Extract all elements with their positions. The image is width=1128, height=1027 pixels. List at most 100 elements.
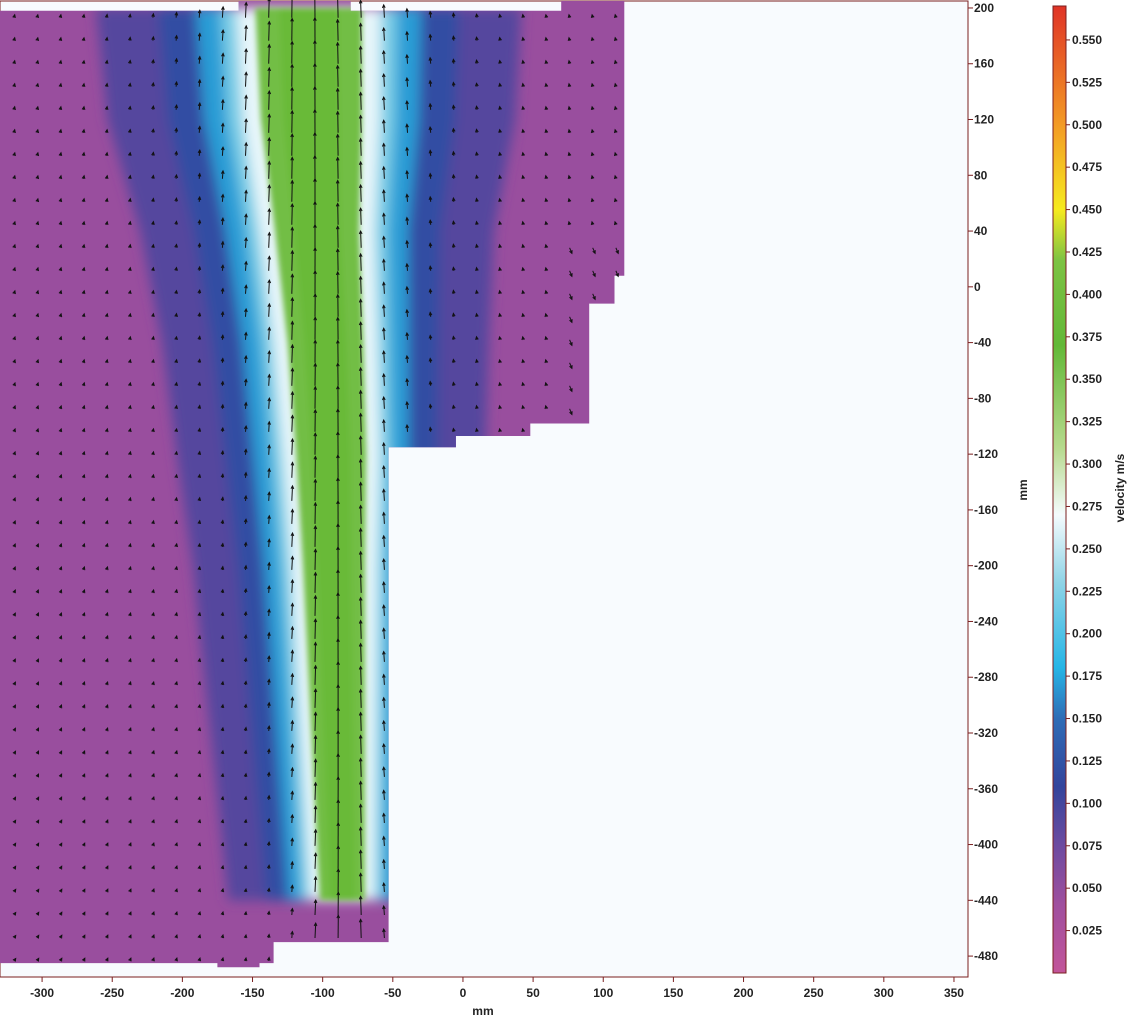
vector-853 bbox=[358, 895, 363, 916]
vector-236 bbox=[475, 197, 479, 202]
vector-63 bbox=[221, 52, 225, 64]
vector-591 bbox=[197, 565, 202, 571]
vector-403 bbox=[81, 358, 86, 364]
vector-524 bbox=[220, 473, 225, 478]
vector-252 bbox=[220, 217, 225, 225]
vector-232 bbox=[382, 189, 386, 202]
vector-502 bbox=[104, 450, 109, 456]
vector-632 bbox=[358, 596, 363, 616]
colorbar-tick-label: 0.050 bbox=[1072, 881, 1102, 895]
vector-205 bbox=[382, 165, 386, 179]
vector-715 bbox=[313, 711, 318, 731]
vector-505 bbox=[174, 450, 178, 456]
vector-249 bbox=[151, 220, 155, 225]
vector-646 bbox=[290, 625, 295, 639]
vector-877 bbox=[128, 957, 132, 962]
vector-746 bbox=[243, 772, 248, 777]
vector-525 bbox=[243, 471, 248, 478]
vector-335 bbox=[267, 278, 272, 294]
vector-195 bbox=[151, 174, 155, 179]
vector-223 bbox=[174, 197, 178, 202]
vector-266 bbox=[544, 220, 549, 226]
vector-466 bbox=[382, 395, 386, 409]
vector-540 bbox=[197, 496, 202, 502]
vector-351 bbox=[35, 312, 39, 318]
vector-529 bbox=[336, 453, 340, 478]
vector-503 bbox=[128, 450, 132, 456]
vector-194 bbox=[127, 174, 132, 179]
vector-671 bbox=[81, 681, 86, 686]
vector-508 bbox=[243, 448, 248, 455]
vector-564 bbox=[358, 504, 363, 524]
vector-544 bbox=[290, 484, 295, 501]
vector-599 bbox=[382, 557, 386, 570]
vector-174 bbox=[290, 132, 294, 156]
vector-271 bbox=[35, 243, 39, 249]
vector-198 bbox=[220, 169, 225, 179]
colorbar-tick-label: 0.450 bbox=[1072, 203, 1102, 217]
vector-808 bbox=[105, 865, 109, 870]
vector-164 bbox=[58, 151, 63, 157]
vector-68 bbox=[335, 41, 340, 64]
vector-428 bbox=[81, 381, 86, 387]
vector-146 bbox=[267, 113, 272, 133]
vector-400 bbox=[12, 358, 16, 364]
vector-352 bbox=[58, 312, 63, 318]
vector-724 bbox=[128, 749, 132, 755]
vector-845 bbox=[174, 910, 178, 916]
vector-822 bbox=[35, 888, 40, 893]
vector-473 bbox=[544, 404, 549, 410]
vector-160 bbox=[590, 128, 595, 134]
colorbar-tick-label: 0.150 bbox=[1072, 712, 1102, 726]
vector-581 bbox=[358, 527, 363, 547]
vector-519 bbox=[104, 473, 109, 479]
vector-828 bbox=[174, 887, 178, 893]
vector-697 bbox=[290, 696, 295, 708]
y-tick-label: -400 bbox=[974, 838, 998, 852]
vector-133 bbox=[590, 105, 595, 111]
vector-683 bbox=[358, 665, 363, 685]
vector-404 bbox=[104, 358, 109, 364]
vector-422 bbox=[521, 358, 525, 364]
vector-13 bbox=[314, 0, 316, 18]
vector-82 bbox=[35, 82, 40, 88]
vector-526 bbox=[267, 467, 271, 478]
vector-183 bbox=[498, 151, 502, 156]
vector-584 bbox=[35, 566, 39, 571]
vector-703 bbox=[35, 727, 39, 732]
vector-69 bbox=[358, 45, 363, 64]
vector-753 bbox=[12, 796, 17, 801]
y-tick-label: -360 bbox=[974, 782, 998, 796]
vector-879 bbox=[174, 956, 178, 962]
vector-665 bbox=[336, 637, 340, 662]
vector-616 bbox=[382, 581, 386, 593]
vector-490 bbox=[358, 412, 363, 432]
vector-585 bbox=[58, 566, 63, 571]
vector-225 bbox=[220, 193, 225, 202]
vector-427 bbox=[58, 381, 63, 387]
vector-192 bbox=[81, 174, 86, 180]
vector-430 bbox=[128, 381, 132, 387]
vector-92 bbox=[267, 66, 272, 87]
vector-486 bbox=[267, 420, 271, 432]
x-tick-label: 100 bbox=[593, 986, 613, 1000]
vector-15 bbox=[358, 0, 363, 18]
vector-759 bbox=[151, 796, 155, 801]
colorbar-tick-label: 0.550 bbox=[1072, 33, 1102, 47]
vector-190 bbox=[35, 174, 40, 180]
vector-368 bbox=[428, 311, 433, 317]
vector-745 bbox=[220, 772, 225, 778]
vector-59 bbox=[127, 59, 132, 64]
vector-760 bbox=[174, 795, 178, 801]
vector-10 bbox=[244, 1, 248, 18]
vector-214 bbox=[590, 174, 595, 180]
vector-617 bbox=[12, 612, 16, 617]
vector-475 bbox=[12, 427, 16, 433]
vector-65 bbox=[267, 43, 272, 64]
y-tick-label: -440 bbox=[974, 893, 998, 907]
vector-412 bbox=[290, 343, 295, 363]
vector-51 bbox=[567, 36, 572, 42]
y-tick-label: -120 bbox=[974, 447, 998, 461]
vector-667 bbox=[382, 650, 386, 662]
vector-792 bbox=[128, 842, 132, 847]
